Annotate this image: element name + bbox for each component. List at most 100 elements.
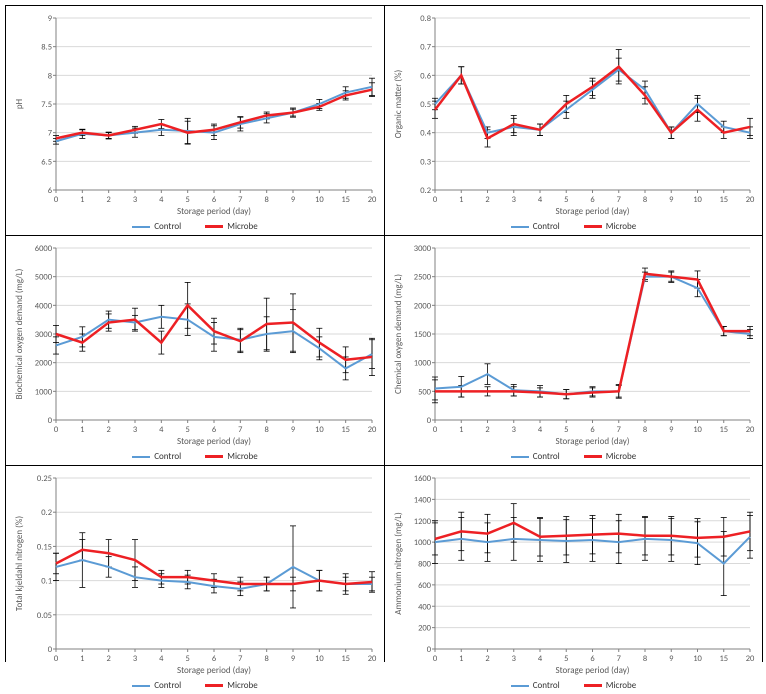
legend-swatch-microbe [584, 225, 602, 228]
svg-text:7: 7 [617, 654, 622, 664]
svg-text:8: 8 [643, 654, 647, 664]
svg-text:1400: 1400 [414, 495, 432, 505]
svg-text:3: 3 [133, 425, 137, 435]
legend-swatch-control [511, 226, 529, 228]
svg-text:7: 7 [238, 195, 243, 205]
legend-swatch-microbe [584, 684, 602, 687]
svg-text:3000: 3000 [414, 244, 432, 254]
chart-cell-ammonium: 0200400600800100012001400160001234567891… [385, 466, 762, 694]
legend-ammonium: Control Microbe [389, 679, 758, 692]
svg-text:8.5: 8.5 [41, 43, 52, 53]
svg-text:Storage period (day): Storage period (day) [555, 206, 629, 217]
svg-text:200: 200 [418, 624, 432, 634]
svg-text:15: 15 [719, 654, 728, 664]
svg-text:6: 6 [212, 425, 217, 435]
legend-label-control: Control [533, 221, 560, 232]
svg-text:600: 600 [418, 581, 432, 591]
svg-text:0.25: 0.25 [37, 474, 52, 484]
svg-text:1000: 1000 [414, 359, 432, 369]
svg-text:0: 0 [433, 654, 438, 664]
svg-text:4000: 4000 [35, 301, 53, 311]
legend-item-microbe: Microbe [584, 221, 637, 232]
svg-text:9: 9 [669, 654, 674, 664]
svg-text:20: 20 [746, 195, 755, 205]
svg-text:20: 20 [746, 654, 755, 664]
svg-text:0.2: 0.2 [420, 186, 431, 196]
legend-tkn: Control Microbe [10, 679, 380, 692]
svg-text:3: 3 [133, 195, 137, 205]
legend-item-microbe: Microbe [584, 451, 637, 462]
legend-label-control: Control [154, 680, 181, 691]
svg-text:20: 20 [368, 425, 377, 435]
svg-text:5: 5 [564, 425, 568, 435]
svg-text:7: 7 [617, 425, 622, 435]
svg-text:5000: 5000 [35, 273, 53, 283]
svg-text:6.5: 6.5 [41, 157, 52, 167]
svg-text:3: 3 [512, 654, 516, 664]
svg-text:2000: 2000 [35, 359, 53, 369]
legend-label-microbe: Microbe [227, 680, 258, 691]
svg-text:4: 4 [538, 654, 543, 664]
legend-label-control: Control [154, 451, 181, 462]
svg-text:8: 8 [48, 71, 52, 81]
svg-text:15: 15 [341, 425, 350, 435]
svg-text:9: 9 [291, 195, 296, 205]
legend-item-microbe: Microbe [584, 680, 637, 691]
legend-ph: Control Microbe [10, 220, 380, 233]
svg-text:pH: pH [14, 99, 25, 109]
chart-ph: 66.577.588.590123456789101520Storage per… [10, 10, 380, 220]
chart-bod: 0100020003000400050006000012345678910152… [10, 240, 380, 450]
svg-text:4: 4 [159, 425, 164, 435]
svg-text:4: 4 [538, 195, 543, 205]
chart-cell-tkn: 00.050.10.150.20.250123456789101520Stora… [6, 466, 384, 694]
svg-text:10: 10 [693, 654, 702, 664]
svg-text:5: 5 [564, 195, 568, 205]
svg-text:6: 6 [212, 195, 217, 205]
svg-text:2: 2 [107, 425, 111, 435]
svg-text:3000: 3000 [35, 330, 53, 340]
svg-text:Chemical oxygen demand (mg/L): Chemical oxygen demand (mg/L) [393, 274, 404, 394]
chart-cell-bod: 0100020003000400050006000012345678910152… [6, 236, 384, 465]
svg-text:1: 1 [80, 654, 84, 664]
svg-text:0: 0 [54, 425, 59, 435]
svg-text:Storage period (day): Storage period (day) [177, 436, 251, 447]
svg-text:Ammonium nitrogen (mg/L): Ammonium nitrogen (mg/L) [393, 512, 404, 615]
svg-text:15: 15 [719, 195, 728, 205]
svg-text:Storage period (day): Storage period (day) [555, 436, 629, 447]
svg-text:7: 7 [48, 129, 53, 139]
chart-cell-cod: 0500100015002000250030000123456789101520… [385, 236, 762, 465]
svg-text:0: 0 [433, 195, 438, 205]
legend-bod: Control Microbe [10, 450, 380, 463]
svg-text:0.05: 0.05 [37, 611, 52, 621]
legend-cod: Control Microbe [389, 450, 758, 463]
svg-text:7: 7 [238, 425, 243, 435]
svg-text:0.3: 0.3 [420, 157, 431, 167]
svg-text:15: 15 [341, 654, 350, 664]
svg-text:10: 10 [315, 425, 324, 435]
svg-text:1: 1 [459, 654, 463, 664]
svg-text:10: 10 [315, 195, 324, 205]
legend-item-microbe: Microbe [205, 221, 258, 232]
svg-text:500: 500 [418, 387, 432, 397]
legend-organic-matter: Control Microbe [389, 220, 758, 233]
svg-text:6: 6 [48, 186, 53, 196]
svg-text:0.7: 0.7 [420, 43, 431, 53]
svg-text:Total kjeldahl nitrogen (%): Total kjeldahl nitrogen (%) [14, 516, 25, 611]
legend-item-control: Control [511, 680, 560, 691]
svg-text:6: 6 [590, 654, 595, 664]
legend-item-control: Control [132, 221, 181, 232]
svg-text:3: 3 [512, 425, 516, 435]
svg-text:Organic matter (%): Organic matter (%) [393, 69, 404, 138]
svg-text:2: 2 [485, 195, 489, 205]
svg-text:5: 5 [564, 654, 568, 664]
legend-swatch-control [132, 685, 150, 687]
svg-text:5: 5 [186, 654, 190, 664]
legend-swatch-microbe [205, 455, 223, 458]
svg-text:Storage period (day): Storage period (day) [555, 665, 629, 676]
svg-text:4: 4 [538, 425, 543, 435]
svg-text:0.6: 0.6 [420, 71, 431, 81]
svg-text:1000: 1000 [414, 538, 432, 548]
svg-text:6: 6 [590, 425, 595, 435]
legend-label-control: Control [533, 680, 560, 691]
svg-text:2000: 2000 [414, 301, 432, 311]
